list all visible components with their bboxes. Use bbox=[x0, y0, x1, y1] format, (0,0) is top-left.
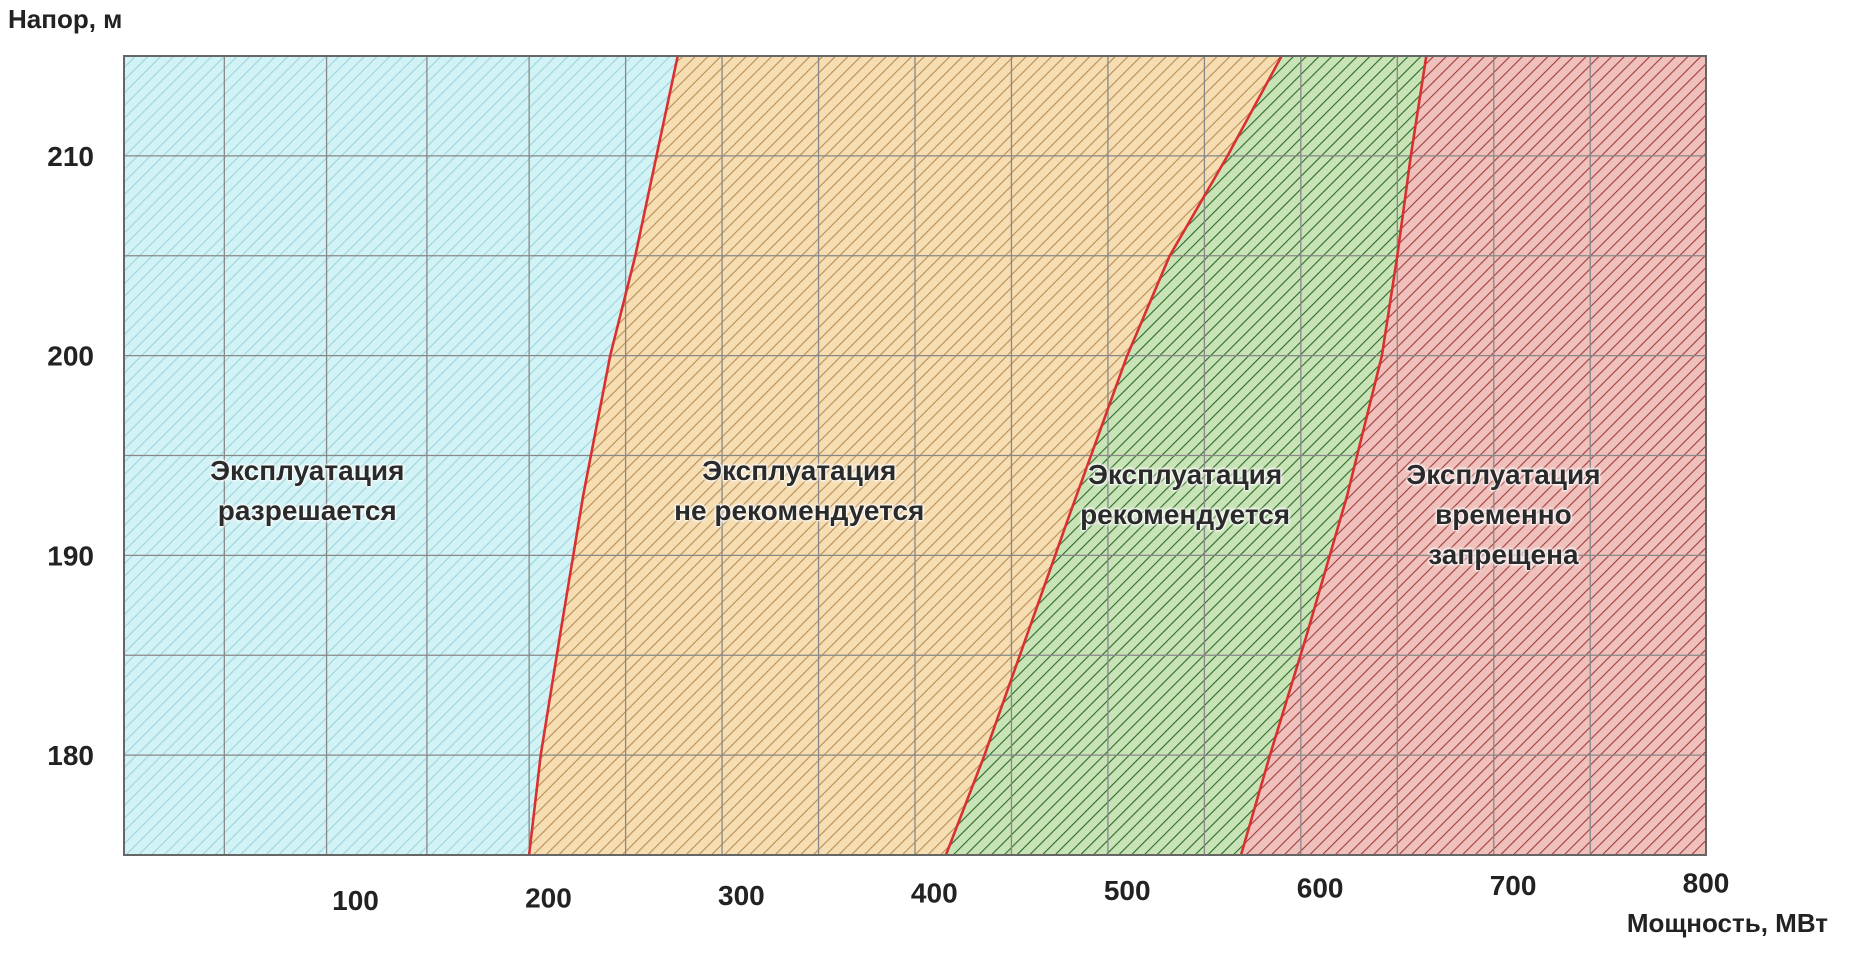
region-label-line: Эксплуатация bbox=[1087, 459, 1283, 491]
x-tick-label: 600 bbox=[1297, 873, 1344, 904]
y-tick-label: 200 bbox=[47, 341, 94, 372]
x-tick-label: 800 bbox=[1683, 868, 1730, 899]
y-axis-title: Напор, м bbox=[8, 4, 123, 34]
region-label-4: Эксплуатация временно запрещена bbox=[1406, 455, 1600, 575]
region-label-3: Эксплуатация рекомендуется bbox=[1080, 455, 1290, 535]
region-label-line: Эксплуатация bbox=[702, 455, 897, 487]
x-tick-label: 200 bbox=[525, 883, 572, 914]
x-tick-label: 300 bbox=[718, 880, 765, 911]
y-tick-label: 180 bbox=[47, 740, 94, 771]
tick-layer: 100 200 300 400 500 600 700 800 180 190 200 210 bbox=[47, 141, 1729, 916]
region-label-line: Эксплуатация bbox=[210, 455, 405, 487]
plot-frame bbox=[123, 55, 1707, 856]
y-tick-label: 210 bbox=[47, 141, 94, 172]
region-label-line: запрещена bbox=[1428, 539, 1579, 571]
x-axis-title: Мощность, МВт bbox=[1626, 908, 1828, 938]
x-tick-label: 400 bbox=[911, 878, 958, 909]
boundary-line-3 bbox=[1239, 55, 1428, 856]
boundary-layer bbox=[527, 55, 1428, 856]
region-label-1: Эксплуатация разрешается bbox=[210, 451, 404, 531]
region-label-2: Эксплуатация не рекомендуется bbox=[674, 451, 924, 531]
x-tick-label: 700 bbox=[1490, 870, 1537, 901]
boundary-line-1 bbox=[527, 55, 679, 856]
region-label-line: Эксплуатация bbox=[1406, 459, 1601, 491]
x-tick-label: 500 bbox=[1104, 875, 1151, 906]
y-tick-label: 190 bbox=[47, 540, 94, 571]
region-label-line: не рекомендуется bbox=[674, 495, 925, 527]
region-label-line: временно bbox=[1435, 499, 1572, 531]
region-label-line: разрешается bbox=[217, 495, 397, 527]
boundary-line-2 bbox=[944, 55, 1283, 856]
x-tick-label: 100 bbox=[332, 885, 379, 916]
region-label-line: рекомендуется bbox=[1080, 499, 1291, 531]
